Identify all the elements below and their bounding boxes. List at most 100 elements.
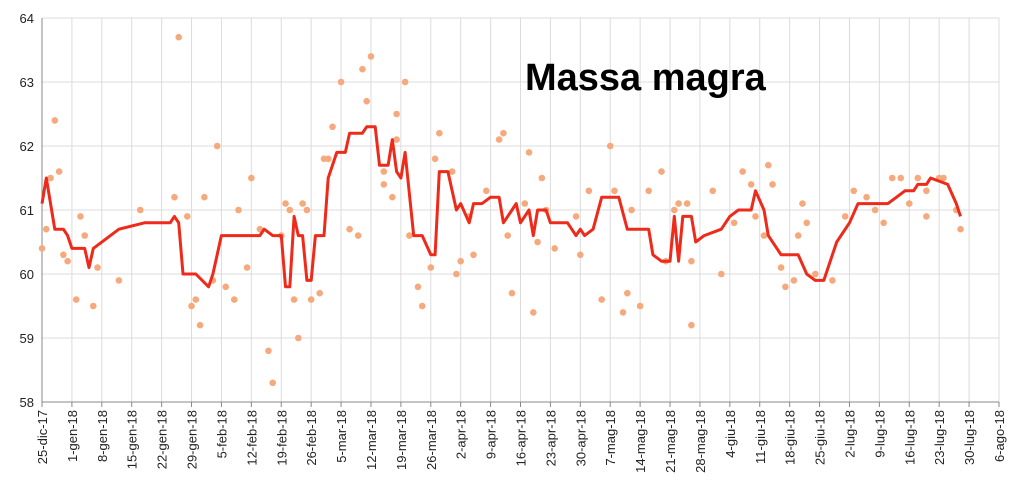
line: [40, 125, 962, 289]
point: [957, 225, 964, 233]
point: [359, 65, 366, 73]
point: [923, 187, 930, 195]
point: [551, 245, 558, 252]
x-tick-label: 18-giu-18: [783, 410, 798, 465]
point: [871, 206, 879, 214]
point: [77, 213, 84, 220]
point: [213, 142, 221, 150]
point: [645, 187, 652, 195]
point: [55, 168, 63, 175]
x-tick-label: 25-giu-18: [813, 410, 828, 465]
y-tick-label: 62: [20, 139, 34, 154]
x-tick-label: 5-mar-18: [334, 410, 349, 463]
point: [619, 309, 627, 316]
point: [577, 251, 584, 259]
point: [803, 219, 811, 227]
x-tick-label: 2-lug-18: [842, 410, 857, 458]
point: [436, 129, 443, 137]
point: [393, 110, 400, 118]
x-tick-label: 30-apr-18: [573, 410, 588, 466]
point: [337, 78, 345, 86]
point: [316, 289, 324, 297]
x-tick-label: 11-giu-18: [753, 410, 768, 464]
x-tick-label: 29-gen-18: [185, 410, 200, 469]
point: [380, 181, 388, 188]
point: [448, 168, 456, 175]
point: [483, 187, 490, 195]
point: [64, 257, 71, 265]
point: [658, 168, 665, 175]
point: [115, 277, 123, 284]
point: [829, 277, 836, 284]
point: [530, 309, 537, 316]
point: [675, 200, 682, 207]
point: [431, 155, 439, 163]
y-tick-label: 63: [20, 75, 34, 90]
point: [863, 193, 870, 201]
point: [769, 181, 776, 188]
x-tick-label: 14-mag-18: [633, 410, 648, 473]
point: [303, 206, 311, 214]
point: [611, 187, 618, 195]
x-tick-label: 8-gen-18: [95, 410, 110, 462]
point: [72, 296, 80, 303]
x-tick-label: 22-gen-18: [155, 410, 170, 469]
point: [329, 123, 336, 131]
point: [346, 225, 353, 233]
point: [248, 174, 255, 182]
point: [683, 200, 691, 207]
point: [230, 296, 238, 303]
point: [782, 283, 789, 291]
point: [47, 174, 54, 182]
x-tick-label: 9-apr-18: [484, 410, 499, 459]
x-tick-label: 12-feb-18: [244, 410, 259, 466]
point: [538, 174, 546, 182]
point: [521, 200, 529, 207]
point: [295, 334, 302, 342]
point: [299, 200, 306, 207]
point: [897, 174, 905, 182]
point: [81, 232, 89, 239]
point: [709, 187, 717, 195]
point: [324, 155, 332, 163]
point: [414, 283, 422, 291]
point: [286, 206, 294, 214]
point: [688, 257, 695, 265]
x-tick-label: 23-apr-18: [543, 410, 558, 466]
x-tick-label: 12-mar-18: [364, 410, 379, 470]
y-tick-label: 58: [20, 395, 34, 410]
point: [923, 213, 930, 220]
point: [764, 161, 772, 169]
point: [60, 251, 67, 259]
x-tick-label: 7-mag-18: [603, 410, 618, 466]
x-tick-label: 26-feb-18: [304, 410, 319, 466]
point: [606, 142, 614, 150]
point: [572, 213, 580, 220]
point: [380, 168, 388, 175]
x-tick-label: 26-mar-18: [424, 410, 439, 470]
point: [38, 245, 46, 252]
x-tick-label: 15-gen-18: [125, 410, 140, 469]
point: [94, 264, 101, 271]
point: [222, 283, 230, 291]
x-tick-label: 2-apr-18: [454, 410, 469, 459]
point: [585, 187, 593, 195]
x-tick-label: 25-dic-17: [35, 410, 50, 464]
x-tick-label: 1-gen-18: [65, 410, 80, 462]
point: [688, 321, 695, 329]
x-tick-label: 16-lug-18: [902, 410, 917, 465]
point: [175, 33, 183, 41]
point: [136, 206, 144, 214]
point: [196, 321, 204, 329]
point: [265, 347, 272, 355]
point: [89, 302, 97, 310]
point: [401, 78, 409, 86]
point: [307, 296, 315, 303]
x-tick-label: 16-apr-18: [514, 410, 529, 466]
point: [777, 264, 785, 271]
point: [752, 213, 759, 220]
point: [290, 296, 298, 303]
point: [811, 270, 819, 278]
point: [598, 296, 605, 303]
point: [418, 302, 426, 310]
